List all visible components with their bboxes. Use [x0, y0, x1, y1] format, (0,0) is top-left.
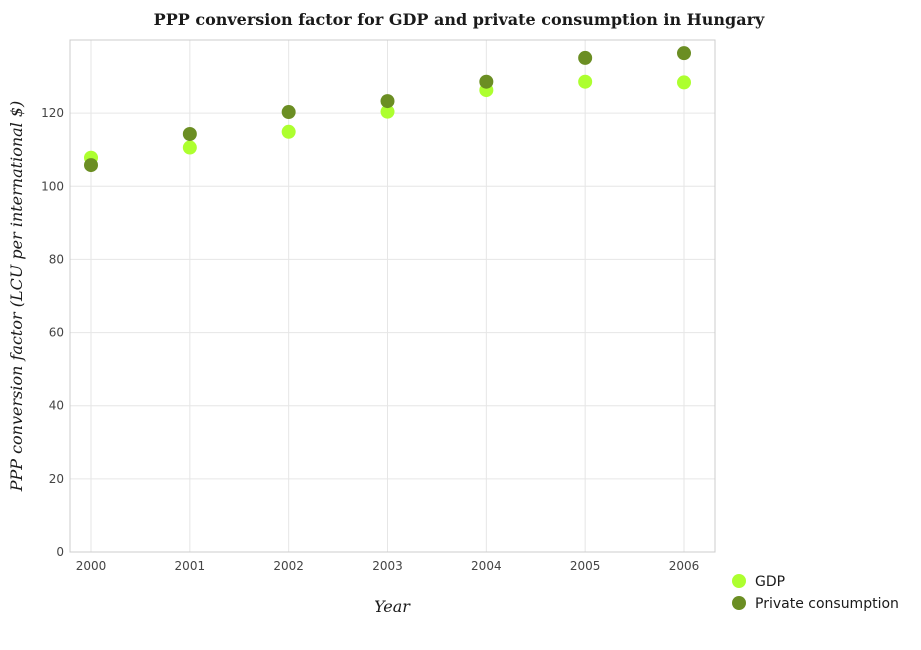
x-axis-ticks: 2000 2001 2002 2003 2004 2005 2006 — [76, 559, 700, 573]
legend-label: GDP — [755, 574, 785, 590]
private-consumption-point — [182, 126, 197, 141]
y-axis-title: PPP conversion factor (LCU per internati… — [7, 101, 26, 493]
gridlines — [70, 40, 715, 553]
private-consumption-point — [677, 46, 691, 61]
x-tick-label: 2000 — [76, 559, 107, 573]
legend-label: Private consumption — [755, 596, 899, 612]
private-consumption-point — [479, 74, 494, 89]
y-tick-label: 60 — [49, 326, 64, 340]
legend-marker — [732, 596, 746, 610]
y-tick-label: 20 — [49, 472, 64, 486]
y-tick-label: 100 — [41, 179, 64, 193]
plot-frame — [69, 39, 716, 553]
x-tick-label: 2004 — [471, 559, 502, 573]
y-tick-label: 80 — [49, 252, 64, 266]
private-consumption-point — [84, 158, 98, 173]
y-tick-label: 0 — [56, 545, 64, 559]
x-tick-label: 2003 — [372, 559, 403, 573]
private-consumption-point — [578, 50, 593, 65]
gdp-point — [578, 74, 593, 89]
private-consumption-point — [281, 105, 296, 120]
legend: GDP Private consumption — [732, 574, 899, 612]
private-consumption-point — [380, 94, 395, 109]
x-tick-label: 2002 — [273, 559, 304, 573]
x-tick-label: 2005 — [570, 559, 601, 573]
x-axis-title: Year — [374, 597, 411, 616]
chart-title: PPP conversion factor for GDP and privat… — [154, 10, 765, 29]
gdp-point — [281, 124, 296, 139]
legend-marker — [732, 574, 746, 588]
gdp-point — [182, 140, 197, 155]
x-tick-label: 2006 — [669, 559, 700, 573]
gdp-point — [380, 104, 395, 119]
y-axis-ticks: 0 20 40 60 80 100 120 — [41, 106, 64, 559]
y-tick-label: 40 — [49, 399, 64, 413]
y-tick-label: 120 — [41, 106, 64, 120]
data-points — [84, 46, 691, 173]
x-tick-label: 2001 — [175, 559, 206, 573]
gdp-point — [677, 75, 691, 90]
